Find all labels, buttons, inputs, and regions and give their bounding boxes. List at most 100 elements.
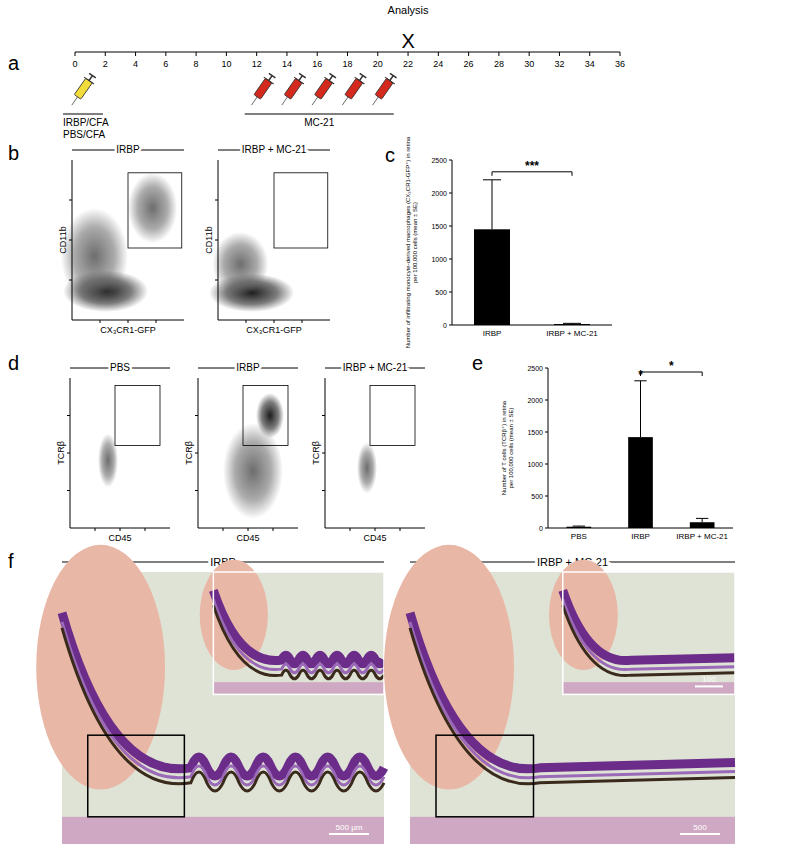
tick-label: 500	[435, 289, 447, 296]
gate	[115, 386, 160, 446]
tick-label: 2000	[431, 190, 447, 197]
panel-label: c	[385, 144, 395, 166]
plot-title: IRBP + MC-21	[242, 144, 307, 155]
sclera	[62, 817, 384, 844]
immunization-label: PBS/CFA	[63, 129, 106, 140]
axis-tick	[400, 528, 401, 531]
panel-label: d	[8, 352, 19, 374]
group-line	[63, 114, 103, 115]
plot-frame	[325, 378, 425, 528]
tick-label: 1000	[527, 461, 543, 468]
gate	[274, 173, 328, 248]
syringe	[368, 72, 398, 108]
axis-tick	[95, 528, 96, 531]
error-bar	[702, 518, 703, 522]
axis-tick	[145, 528, 146, 531]
timeline-title: Analysis	[388, 4, 429, 16]
axis-label: CD11b	[58, 226, 68, 253]
plunger	[329, 76, 332, 81]
axis-title: Number of T cells (TCRβ⁺) in retina	[501, 400, 507, 495]
plunger	[299, 76, 302, 81]
tick-label: 2500	[431, 157, 447, 164]
significance-bracket	[702, 372, 703, 376]
zoom-box	[88, 735, 185, 817]
tick	[545, 400, 548, 401]
flange	[324, 77, 334, 84]
flange	[355, 77, 365, 84]
category-label: PBS	[571, 532, 587, 541]
needle	[251, 97, 257, 105]
plunger	[360, 76, 363, 81]
panel-label: b	[8, 142, 19, 164]
tick	[529, 52, 530, 56]
tick	[286, 52, 287, 56]
error-cap	[483, 179, 501, 180]
scale-bar-label: 500 µm	[336, 823, 363, 832]
axis-tick	[69, 280, 72, 281]
group-line	[245, 114, 394, 115]
tick	[105, 52, 106, 56]
needle	[72, 97, 78, 105]
axis-label: CD11b	[204, 226, 214, 253]
axis-label: TCRβ	[56, 441, 66, 465]
tick	[256, 52, 257, 56]
inset-image	[549, 560, 735, 695]
error-cap	[563, 323, 581, 324]
gate	[243, 386, 288, 446]
plunger-head	[390, 73, 397, 78]
syringe	[307, 72, 337, 108]
needle	[373, 97, 379, 105]
axis-tick	[67, 490, 70, 491]
axis-tick	[246, 320, 247, 323]
bar	[628, 437, 653, 528]
retina-layer	[213, 599, 384, 672]
tick	[545, 528, 548, 529]
tick-label: 0	[539, 525, 543, 532]
category-label: IRBP + MC-21	[546, 329, 598, 338]
tick-label: 30	[524, 59, 534, 69]
retina-layer	[213, 590, 384, 663]
tick	[165, 52, 166, 56]
tick	[226, 52, 227, 56]
tick-label: 2000	[527, 397, 543, 404]
cell-population	[212, 232, 268, 296]
tick	[545, 368, 548, 369]
tick	[589, 52, 590, 56]
tick-label: 2	[103, 59, 108, 69]
panel-label: f	[8, 550, 14, 572]
category-label: IRBP	[631, 532, 650, 541]
tick	[377, 52, 378, 56]
tick-label: 12	[252, 59, 262, 69]
axis-tick	[69, 240, 72, 241]
axis-tick	[223, 528, 224, 531]
tick	[135, 52, 136, 56]
needle	[312, 97, 318, 105]
tick-label: 8	[194, 59, 199, 69]
category-label: IRBP	[483, 329, 502, 338]
mc21-label: MC-21	[304, 117, 334, 128]
axis-tick	[128, 320, 129, 323]
panel-label: e	[472, 352, 483, 374]
plunger-head	[89, 73, 96, 78]
category-label: IRBP + MC-21	[676, 532, 728, 541]
pigment-layer	[563, 605, 735, 675]
scale-bar	[695, 685, 723, 687]
tick	[408, 52, 409, 56]
tick	[347, 52, 348, 56]
y-axis	[548, 368, 549, 528]
plunger-head	[299, 73, 306, 78]
bar	[567, 527, 592, 528]
axis-tick	[195, 415, 198, 416]
tick	[449, 193, 452, 194]
axis-tick	[195, 490, 198, 491]
significance-bracket	[492, 172, 493, 176]
significance-bracket	[572, 172, 573, 176]
plot-frame	[218, 160, 330, 320]
axis-label: CD45	[108, 533, 131, 543]
plot-frame	[72, 160, 184, 320]
axis-tick	[322, 453, 325, 454]
axis-tick	[350, 528, 351, 531]
axis-tick	[100, 320, 101, 323]
axis-tick	[67, 453, 70, 454]
axis-label: TCRβ	[311, 441, 321, 465]
